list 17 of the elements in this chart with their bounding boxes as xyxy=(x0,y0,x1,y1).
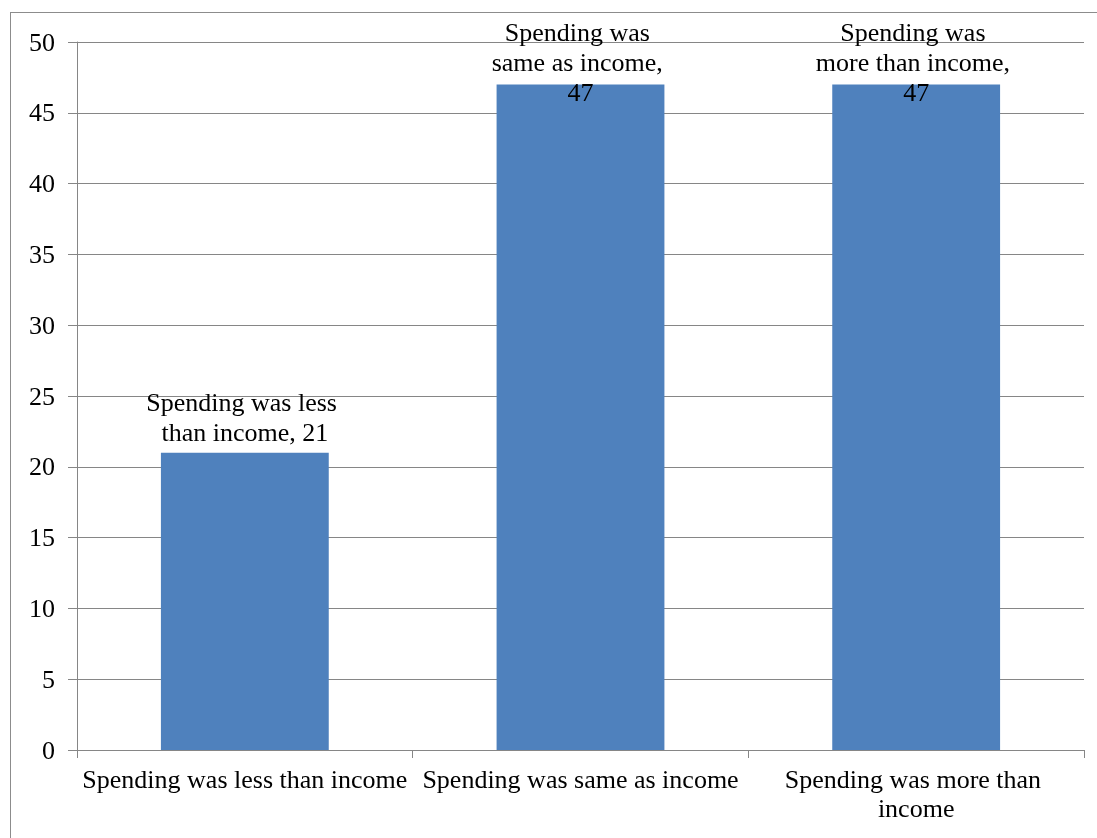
x-tick-label: Spending was less than income xyxy=(82,765,408,794)
y-tick-label: 10 xyxy=(29,593,55,623)
x-tick-label: Spending was more than income xyxy=(784,765,1048,823)
y-tick-label: 20 xyxy=(29,452,55,482)
y-tick-label: 25 xyxy=(29,381,55,411)
data-label: Spending was same as income, 47 xyxy=(491,17,670,107)
y-tick-label: 0 xyxy=(42,735,55,765)
y-tick-label: 5 xyxy=(42,664,55,694)
data-label: Spending was more than income, 47 xyxy=(815,17,1017,107)
y-tick-label: 50 xyxy=(29,27,55,57)
y-tick-label: 45 xyxy=(29,98,55,128)
y-tick-label: 15 xyxy=(29,523,55,553)
y-tick-label: 30 xyxy=(29,310,55,340)
data-label: Spending was less than income, 21 xyxy=(146,388,344,448)
y-tick-label: 40 xyxy=(29,169,55,199)
y-tick-label: 35 xyxy=(29,239,55,269)
x-tick-label: Spending was same as income xyxy=(422,765,739,794)
